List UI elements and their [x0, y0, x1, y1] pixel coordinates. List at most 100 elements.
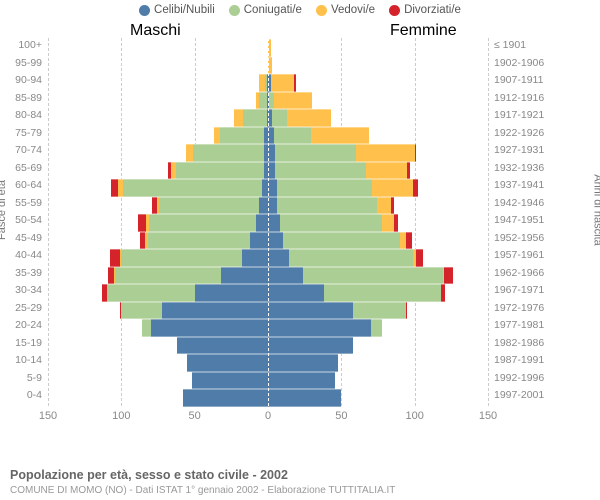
x-tick-label: 0	[265, 410, 271, 422]
age-label: 70-74	[2, 144, 42, 156]
birth-year-label: 1932-1936	[494, 162, 550, 174]
male-bar	[120, 302, 268, 318]
bar-segment	[353, 302, 406, 320]
center-line	[268, 38, 269, 406]
bar-segment	[268, 337, 353, 355]
bar-segment	[391, 197, 394, 215]
x-tick-label: 50	[335, 410, 347, 422]
birth-year-label: 1982-1986	[494, 337, 550, 349]
legend-item: Divorziati/e	[389, 4, 461, 16]
legend-swatch	[316, 5, 327, 16]
bar-segment	[268, 162, 275, 180]
age-label: 25-29	[2, 302, 42, 314]
bar-segment	[274, 92, 312, 110]
legend-swatch	[229, 5, 240, 16]
bar-segment	[268, 197, 277, 215]
bar-segment	[268, 372, 335, 390]
bar-segment	[177, 337, 268, 355]
male-bar	[214, 127, 268, 143]
bar-segment	[195, 284, 268, 302]
bar-segment	[407, 162, 410, 180]
age-label: 90-94	[2, 74, 42, 86]
bar-segment	[406, 302, 407, 320]
bar-segment	[250, 232, 268, 250]
legend-swatch	[389, 5, 400, 16]
age-label: 45-49	[2, 232, 42, 244]
female-bar	[268, 372, 335, 388]
bar-segment	[151, 319, 268, 337]
x-tick-label: 150	[39, 410, 57, 422]
legend-item: Celibi/Nubili	[139, 4, 215, 16]
bar-segment	[287, 109, 331, 127]
birth-year-label: 1917-1921	[494, 109, 550, 121]
bar-segment	[159, 197, 259, 215]
bar-segment	[377, 197, 392, 215]
bar-segment	[444, 267, 453, 285]
bar-segment	[277, 179, 372, 197]
bar-segment	[121, 249, 241, 267]
bar-segment	[183, 389, 268, 407]
birth-year-label: 1947-1951	[494, 214, 550, 226]
bar-segment	[149, 214, 256, 232]
bar-segment	[268, 354, 338, 372]
birth-year-label: ≤ 1901	[494, 39, 550, 51]
bar-segment	[406, 232, 412, 250]
bar-segment	[303, 267, 442, 285]
female-bar	[268, 74, 296, 90]
male-bar	[187, 354, 268, 370]
female-bar	[268, 284, 445, 300]
birth-year-label: 1942-1946	[494, 197, 550, 209]
bar-segment	[138, 214, 147, 232]
bar-segment	[220, 127, 264, 145]
bar-segment	[274, 127, 311, 145]
legend-swatch	[139, 5, 150, 16]
bar-segment	[272, 109, 287, 127]
birth-year-label: 1997-2001	[494, 389, 550, 401]
bar-segment	[192, 372, 268, 390]
male-bar	[234, 109, 268, 125]
birth-year-label: 1957-1961	[494, 249, 550, 261]
bar-segment	[268, 179, 277, 197]
male-bar	[177, 337, 268, 353]
bar-segment	[193, 144, 263, 162]
age-label: 15-19	[2, 337, 42, 349]
male-bar	[186, 144, 268, 160]
male-bar	[183, 389, 268, 405]
age-label: 85-89	[2, 92, 42, 104]
bar-segment	[148, 232, 251, 250]
male-bar	[168, 162, 268, 178]
bar-segment	[271, 74, 294, 92]
bar-segment	[259, 92, 266, 110]
female-bar	[268, 144, 416, 160]
bar-segment	[394, 214, 398, 232]
bar-segment	[371, 319, 383, 337]
bar-segment	[277, 197, 377, 215]
age-label: 50-54	[2, 214, 42, 226]
birth-year-label: 1952-1956	[494, 232, 550, 244]
age-label: 95-99	[2, 57, 42, 69]
bar-segment	[268, 249, 289, 267]
bar-segment	[268, 302, 353, 320]
age-label: 30-34	[2, 284, 42, 296]
female-bar	[268, 162, 410, 178]
male-bar	[110, 249, 268, 265]
female-bar	[268, 319, 382, 335]
age-label: 40-44	[2, 249, 42, 261]
birth-year-label: 1927-1931	[494, 144, 550, 156]
chart-source: COMUNE DI MOMO (NO) - Dati ISTAT 1° genn…	[10, 485, 395, 496]
bar-segment	[115, 267, 221, 285]
bar-segment	[187, 354, 268, 372]
bar-segment	[356, 144, 415, 162]
legend-label: Celibi/Nubili	[154, 4, 215, 16]
birth-year-label: 1902-1906	[494, 57, 550, 69]
age-label: 75-79	[2, 127, 42, 139]
bar-segment	[111, 179, 118, 197]
age-label: 60-64	[2, 179, 42, 191]
female-bar	[268, 354, 338, 370]
chart-title: Popolazione per età, sesso e stato civil…	[10, 468, 288, 482]
female-bar	[268, 197, 394, 213]
female-bar	[268, 302, 407, 318]
age-label: 65-69	[2, 162, 42, 174]
male-bar	[140, 232, 268, 248]
age-label: 100+	[2, 39, 42, 51]
